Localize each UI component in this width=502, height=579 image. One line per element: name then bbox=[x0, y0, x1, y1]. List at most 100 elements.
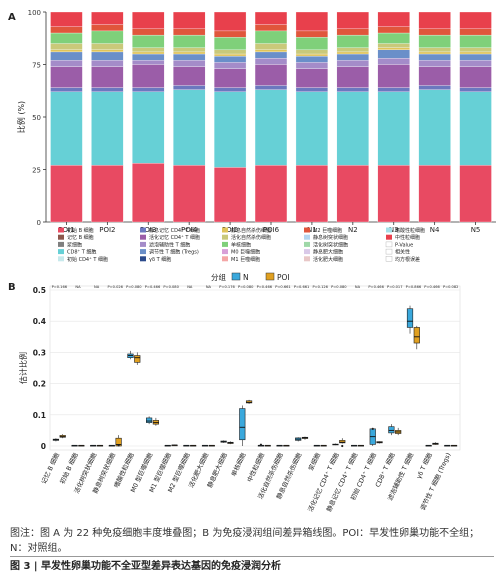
bar-segment-POI6-15 bbox=[254, 24, 288, 32]
bar-segment-POI1-8 bbox=[50, 51, 83, 61]
bar-segment-POI5-6 bbox=[213, 68, 247, 88]
legend-swatch-1 bbox=[58, 234, 64, 240]
bar-segment-N5-21 bbox=[459, 11, 492, 29]
x-tick-label-1: 初始 B 细胞 bbox=[57, 450, 80, 485]
y-axis-title: 比例 (%) bbox=[16, 101, 26, 133]
bar-segment-POI5-11 bbox=[213, 49, 247, 55]
y-tick-label-3: 0.3 bbox=[33, 348, 46, 357]
legend-swatch-13 bbox=[222, 249, 228, 255]
bar-segment-N2-21 bbox=[336, 11, 369, 29]
bar-segment-POI4-3 bbox=[173, 89, 206, 166]
bar-segment-N2-5 bbox=[336, 87, 369, 92]
legend-swatch-23 bbox=[385, 248, 393, 255]
bar-segment-N2-3 bbox=[336, 91, 369, 166]
bar-segment-N5-11 bbox=[459, 47, 492, 53]
outlier-point-2 bbox=[341, 444, 344, 448]
bar-segment-POI1-0 bbox=[50, 165, 83, 223]
bar-segment-POI2-21 bbox=[91, 11, 124, 25]
p-value-label-0: P=0.166 bbox=[52, 285, 68, 289]
p-value-label-4: P=0.080 bbox=[126, 285, 142, 289]
bar-segment-POI3-10 bbox=[132, 51, 165, 55]
legend-label-24: 均方根误差 bbox=[395, 256, 420, 263]
plot-panel bbox=[49, 285, 461, 451]
bar-segment-N4-5 bbox=[418, 85, 451, 90]
bar-segment-N2-7 bbox=[336, 60, 369, 67]
figure-caption-note: 图注：图 A 为 22 种免疫细胞丰度堆叠图；B 为免疫浸润组间差异箱线图。PO… bbox=[10, 528, 480, 554]
bar-segment-N3-8 bbox=[377, 49, 410, 59]
bar-segment-N1-12 bbox=[295, 37, 329, 50]
y-tick-label-1: 25 bbox=[32, 167, 41, 175]
bar-segment-N3-11 bbox=[377, 43, 410, 48]
legend-label-19: 活化肥大细胞 bbox=[313, 256, 343, 263]
bar-segment-POI3-3 bbox=[132, 91, 165, 164]
bar-segment-POI4-10 bbox=[173, 51, 206, 55]
legend-swatch-7 bbox=[140, 241, 146, 247]
bar-segment-N4-21 bbox=[418, 11, 451, 29]
bar-segment-N2-10 bbox=[336, 51, 369, 55]
bar-segment-N4-15 bbox=[418, 28, 451, 36]
legend-label-3: CD8⁺ T 细胞 bbox=[67, 249, 96, 256]
box-10-N bbox=[239, 408, 246, 441]
bar-segment-POI6-5 bbox=[254, 85, 288, 90]
x-tick-label-POI5: POI5 bbox=[222, 226, 238, 234]
bar-segment-POI1-21 bbox=[50, 11, 83, 27]
figure-title: 图 3 | 早发性卵巢功能不全亚型差异表达基因的免疫浸润分析 bbox=[10, 556, 494, 574]
bar-segment-POI1-3 bbox=[50, 91, 83, 166]
legend-label-2: 浆细胞 bbox=[67, 241, 82, 248]
legend-swatch-12 bbox=[222, 241, 228, 247]
x-tick-label-POI1: POI1 bbox=[58, 226, 74, 234]
legend-label-POI: POI bbox=[277, 273, 290, 282]
bar-segment-N4-3 bbox=[418, 89, 451, 166]
legend-label-13: M0 巨噬细胞 bbox=[231, 249, 260, 256]
bar-segment-POI3-12 bbox=[132, 34, 165, 48]
p-value-label-8: NA bbox=[206, 285, 212, 289]
legend-swatch-16 bbox=[304, 234, 310, 240]
panel-b-boxplot-chart: 0 0.1 0.2 0.3 0.4 0.5 估计比例 分组 N POI P=0.166 记忆 B 细胞… bbox=[18, 272, 461, 513]
p-value-label-15: P=0.080 bbox=[331, 285, 347, 289]
bar-segment-N2-12 bbox=[336, 34, 369, 48]
bar-segment-N5-8 bbox=[459, 53, 492, 61]
x-tick-label-POI3: POI3 bbox=[140, 226, 156, 234]
bar-segment-POI3-5 bbox=[132, 87, 165, 92]
legend-swatch-6 bbox=[140, 234, 146, 240]
y-axis-title: 估计比例 bbox=[18, 352, 28, 384]
bar-segment-N3-7 bbox=[377, 58, 410, 65]
p-value-label-5: P=0.466 bbox=[145, 285, 161, 289]
bar-segment-N2-0 bbox=[336, 165, 369, 223]
y-tick-label-0: 0 bbox=[41, 442, 46, 451]
x-tick-label-N1: N1 bbox=[307, 226, 317, 234]
x-tick-label-20: γδ T 细胞 bbox=[414, 450, 434, 480]
x-tick-label-N2: N2 bbox=[348, 226, 358, 234]
bar-segment-N1-5 bbox=[295, 87, 329, 92]
legend-label-4: 初始 CD4⁺ T 细胞 bbox=[67, 256, 108, 263]
legend-label-20: 嗜酸性粒细胞 bbox=[395, 227, 425, 234]
bar-segment-N1-7 bbox=[295, 62, 329, 69]
y-tick-label-5: 0.5 bbox=[33, 286, 46, 295]
legend-swatch-POI bbox=[265, 272, 275, 281]
y-tick-label-4: 100 bbox=[28, 9, 41, 17]
bar-segment-N1-11 bbox=[295, 49, 329, 55]
bar-segment-POI5-10 bbox=[213, 53, 247, 57]
bar-segment-POI1-5 bbox=[50, 87, 83, 92]
box-18-N bbox=[388, 426, 395, 434]
legend-label-15: M2 巨噬细胞 bbox=[313, 227, 342, 234]
bar-segment-POI6-12 bbox=[254, 30, 288, 44]
legend-swatch-8 bbox=[140, 249, 146, 255]
bar-segment-POI3-21 bbox=[132, 11, 165, 29]
legend-swatch-15 bbox=[304, 227, 310, 233]
bar-segment-N3-5 bbox=[377, 87, 410, 92]
panel-a-stacked-bar-chart: 0 25 50 75 100 比例 (%) POI1 POI2 POI3 POI4 POI5 POI6… bbox=[16, 9, 496, 234]
legend-swatch-5 bbox=[140, 227, 146, 233]
bar-segment-POI1-15 bbox=[50, 26, 83, 34]
legend-label-16: 静息树突状细胞 bbox=[313, 234, 348, 241]
legend-label-7: 滤泡辅助性 T 细胞 bbox=[149, 241, 190, 248]
bar-segment-N5-5 bbox=[459, 87, 492, 92]
p-value-label-2: NA bbox=[94, 285, 100, 289]
bar-segment-N4-11 bbox=[418, 47, 451, 53]
bar-segment-N1-21 bbox=[295, 11, 329, 32]
bar-segment-POI2-8 bbox=[91, 51, 124, 61]
bar-segment-N2-15 bbox=[336, 28, 369, 36]
legend-swatch-11 bbox=[222, 234, 228, 240]
bar-segment-POI4-15 bbox=[173, 28, 206, 36]
